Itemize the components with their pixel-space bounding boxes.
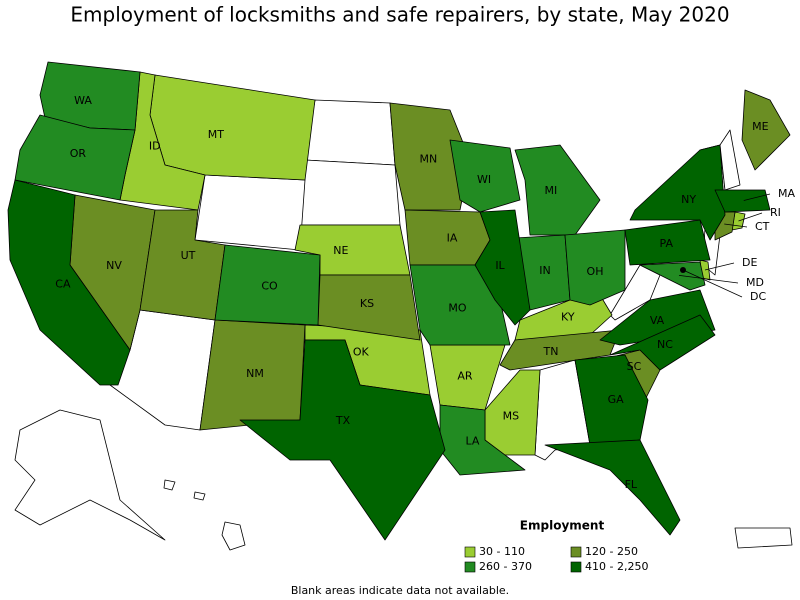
hawaii [221,521,246,551]
state [609,314,716,371]
legend-title: Employment [520,519,605,533]
states [7,61,791,541]
legend-label: 30 - 110 [479,545,525,558]
state-label: AR [457,369,473,382]
state-label: KY [561,311,575,324]
state [564,229,626,306]
state-label: KS [360,297,374,310]
legend-swatch [570,546,582,558]
state [574,354,649,446]
leader-line [678,275,739,284]
state [304,99,396,166]
state-label: IL [495,259,505,272]
state [629,144,726,241]
state-label: MS [503,410,519,423]
state-label: OK [353,346,370,359]
state-label: MD [746,276,764,289]
state-label: OH [587,265,604,278]
state-label: NY [681,193,696,206]
state [474,209,531,326]
leader-line [704,262,735,271]
leader-line [682,269,743,298]
state-label: OR [70,147,87,160]
state-label: NV [106,259,122,272]
state-label: ME [752,120,768,133]
state-label: DE [742,256,757,269]
footnote: Blank areas indicate data not available. [291,584,509,597]
state [714,189,771,213]
state [239,339,446,541]
legend-label: 260 - 370 [479,560,532,573]
state [639,261,706,291]
state-label: WI [477,173,491,186]
state [741,89,791,171]
state-label: SC [627,360,642,373]
state-label: UT [181,249,196,262]
state [299,159,401,226]
state [449,139,521,213]
state-label: IA [447,231,458,244]
state-label: TN [543,345,559,358]
state-label: RI [770,206,781,219]
state-label: FL [625,478,638,491]
hawaii [163,479,176,491]
state-label: NC [657,338,673,351]
state-label: CO [261,279,278,292]
state-label: MO [448,301,466,314]
alaska [14,409,166,541]
state-label: LA [466,435,480,448]
puerto-rico [734,527,793,549]
legend-swatch [464,561,476,573]
state [149,74,316,181]
leader-line [738,212,763,222]
labels: MT ID NE OK AR MS KY DE RI NV UT NM MN IA KS TN SC ME CT WA… [55,94,795,491]
state-label: NM [246,367,264,380]
state-label: MN [419,153,437,166]
leader-line [724,223,748,228]
state-label: CA [55,277,71,290]
state-label: MT [208,128,224,141]
state [624,219,711,266]
map-title: Employment of locksmiths and safe repair… [70,3,729,27]
state-label: DC [750,290,766,303]
state-label: MI [544,184,557,197]
state-label: ID [149,139,161,152]
leader-line [743,193,771,201]
state-label: WA [74,94,92,107]
state [214,244,321,326]
state [14,114,136,201]
state-label: VA [650,314,665,327]
state-label: IN [539,264,550,277]
state [389,102,471,211]
state [7,179,131,386]
state-label: GA [608,393,625,406]
legend-swatch [464,546,476,558]
state-label: NE [333,244,348,257]
hawaii [193,491,206,501]
state-label: CT [755,220,770,233]
state [514,144,601,236]
state [194,174,306,251]
legend-swatch [570,561,582,573]
state-label: PA [660,237,674,250]
state [719,129,741,191]
legend-label: 410 - 2,250 [585,560,648,573]
legend-label: 120 - 250 [585,545,638,558]
legend: Employment 30 - 110 120 - 250 260 - 370 410… [464,519,648,573]
state-label: TX [335,414,351,427]
state-label: MA [778,187,795,200]
state [544,439,681,536]
